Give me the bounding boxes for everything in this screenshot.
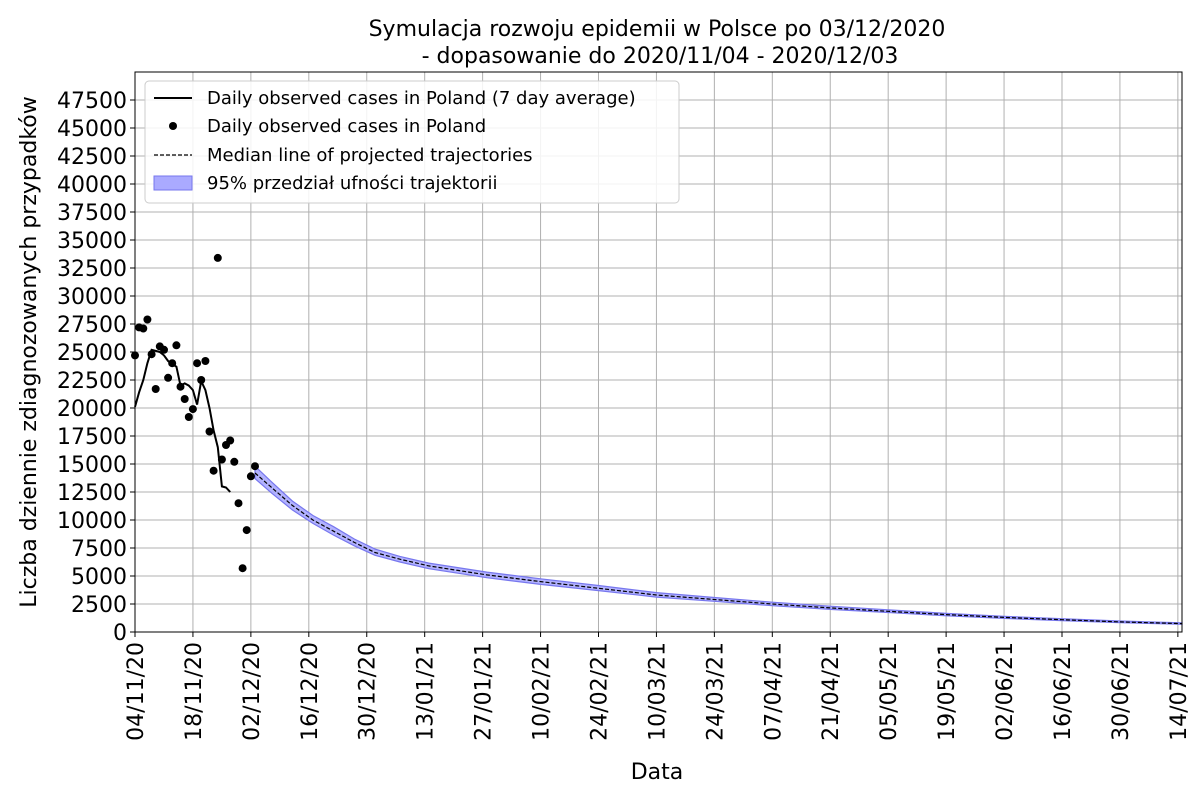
legend-entry-avg: Daily observed cases in Poland (7 day av…	[207, 88, 636, 109]
y-tick-label: 30000	[57, 285, 127, 310]
data-point-daily-cases	[188, 405, 197, 414]
data-point-daily-cases	[147, 350, 156, 359]
data-point-daily-cases	[168, 359, 177, 368]
legend-entry-daily: Daily observed cases in Poland	[207, 116, 486, 137]
data-point-daily-cases	[172, 341, 181, 350]
data-point-daily-cases	[160, 345, 168, 354]
x-tick-label: 21/04/21	[819, 642, 844, 741]
data-point-daily-cases	[251, 462, 259, 471]
x-tick-label: 02/12/20	[240, 642, 265, 741]
data-point-daily-cases	[213, 253, 222, 262]
y-tick-label: 15000	[57, 453, 127, 478]
y-tick-label: 7500	[71, 537, 127, 562]
y-axis-ticks: 0 2500 5000 7500 10000 12500 15000 17500 20000 22…	[57, 89, 135, 646]
data-point-daily-cases	[201, 357, 210, 365]
y-tick-label: 35000	[57, 229, 127, 254]
data-point-daily-cases	[193, 359, 202, 368]
x-tick-label: 05/05/21	[877, 642, 902, 741]
data-point-daily-cases	[164, 373, 173, 382]
x-tick-label: 24/03/21	[703, 642, 728, 741]
x-tick-label: 16/06/21	[1051, 642, 1076, 741]
data-point-daily-cases	[176, 382, 185, 391]
data-point-daily-cases	[238, 564, 247, 573]
data-point-daily-cases	[230, 457, 239, 466]
legend-swatch-daily-dot	[169, 122, 177, 130]
x-tick-label: 24/02/21	[587, 642, 612, 741]
x-tick-label: 30/12/20	[356, 642, 381, 741]
data-point-daily-cases	[209, 466, 218, 475]
y-tick-label: 2500	[71, 593, 127, 618]
series-line-median-projection	[254, 472, 1183, 625]
y-tick-label: 27500	[57, 313, 127, 338]
legend: Daily observed cases in Poland (7 day av…	[144, 80, 680, 204]
y-tick-label: 0	[113, 621, 127, 646]
y-tick-label: 37500	[57, 201, 127, 226]
y-tick-label: 20000	[57, 397, 127, 422]
y-tick-label: 47500	[57, 89, 127, 114]
data-point-daily-cases	[242, 526, 251, 535]
data-point-daily-cases	[217, 455, 226, 464]
y-tick-label: 17500	[57, 425, 127, 450]
y-tick-label: 40000	[57, 173, 127, 198]
x-axis-label: Data	[631, 760, 684, 785]
y-tick-label: 10000	[57, 509, 127, 534]
data-point-daily-cases	[205, 427, 214, 436]
x-tick-label: 14/07/21	[1167, 642, 1192, 741]
legend-entry-median: Median line of projected trajectories	[207, 145, 533, 166]
data-point-daily-cases	[184, 413, 193, 421]
x-axis-ticks: 04/11/20 18/11/20 02/12/20 16/12/20 30/12/20…	[124, 632, 1192, 741]
x-tick-label: 07/04/21	[761, 642, 786, 741]
data-point-daily-cases	[139, 324, 148, 333]
y-tick-label: 25000	[57, 341, 127, 366]
grid	[134, 72, 1182, 633]
legend-box	[144, 80, 680, 204]
y-axis-label: Liczba dziennie zdiagnozowanych przypadk…	[17, 96, 42, 608]
data-point-daily-cases	[180, 395, 189, 403]
x-tick-label: 18/11/20	[182, 642, 207, 741]
series-layer	[131, 253, 1183, 625]
x-tick-label: 10/03/21	[645, 642, 670, 741]
y-tick-label: 45000	[57, 117, 127, 142]
x-tick-label: 04/11/20	[124, 642, 149, 741]
x-tick-label: 19/05/21	[935, 642, 960, 741]
x-tick-label: 13/01/21	[414, 642, 439, 741]
legend-entry-band: 95% przedział ufności trajektorii	[207, 173, 497, 194]
x-tick-label: 10/02/21	[530, 642, 555, 741]
y-tick-label: 32500	[57, 257, 127, 282]
y-tick-label: 5000	[71, 565, 127, 590]
data-point-daily-cases	[234, 499, 243, 508]
y-tick-label: 12500	[57, 481, 127, 506]
x-tick-label: 27/01/21	[472, 642, 497, 741]
x-tick-label: 16/12/20	[298, 642, 323, 741]
x-tick-label: 02/06/21	[993, 642, 1018, 741]
x-tick-label: 30/06/21	[1109, 642, 1134, 741]
data-point-daily-cases	[226, 436, 235, 445]
chart-subtitle: - dopasowanie do 2020/11/04 - 2020/12/03	[422, 44, 899, 69]
y-tick-label: 42500	[57, 145, 127, 170]
legend-swatch-band	[153, 175, 193, 191]
data-point-daily-cases	[143, 315, 152, 324]
data-point-daily-cases	[151, 385, 160, 393]
plot-frame	[134, 71, 1183, 633]
chart-title: Symulacja rozwoju epidemii w Polsce po 0…	[369, 17, 946, 42]
data-point-daily-cases	[246, 472, 255, 481]
data-point-daily-cases	[197, 376, 206, 384]
y-tick-label: 22500	[57, 369, 127, 394]
